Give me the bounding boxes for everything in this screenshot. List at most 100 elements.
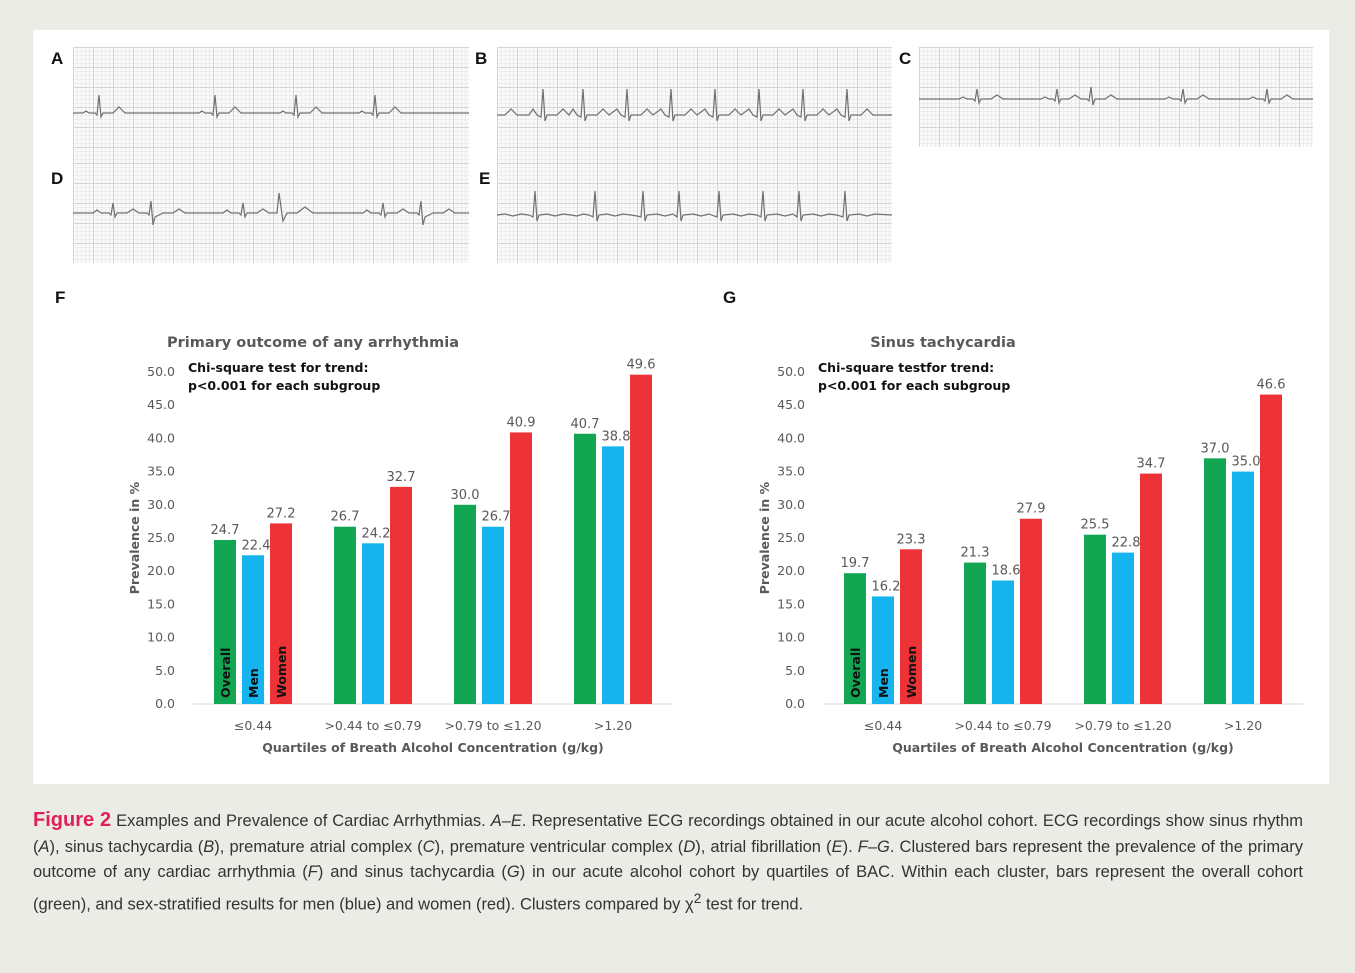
bar-men bbox=[242, 555, 264, 704]
data-label: 46.6 bbox=[1257, 378, 1286, 393]
caption-text: ), atrial fibrillation ( bbox=[695, 837, 832, 856]
bar-women bbox=[1020, 518, 1042, 704]
caption-ref: E bbox=[831, 837, 843, 856]
x-tick-label: ≤0.44 bbox=[234, 718, 272, 733]
ecg-strip-c bbox=[919, 47, 1313, 147]
chart-title: Sinus tachycardia bbox=[870, 335, 1016, 351]
data-label: 40.9 bbox=[507, 415, 536, 430]
caption-figure-label: Figure 2 bbox=[33, 809, 112, 831]
bar-men bbox=[872, 596, 894, 704]
ecg-trace-b bbox=[497, 88, 892, 122]
data-label: 32.7 bbox=[387, 470, 416, 485]
caption-sup: 2 bbox=[693, 890, 702, 906]
y-tick-label: 10.0 bbox=[777, 630, 805, 645]
ecg-trace-c bbox=[919, 86, 1313, 106]
y-tick-label: 20.0 bbox=[777, 563, 805, 578]
x-tick-label: >0.79 to ≤1.20 bbox=[1074, 718, 1171, 733]
ecg-panel-letter-e: E bbox=[479, 169, 491, 188]
bar-women bbox=[270, 523, 292, 704]
caption-ref: G bbox=[506, 863, 520, 881]
bar-women bbox=[390, 486, 412, 704]
bar-overall bbox=[1204, 458, 1226, 704]
data-label: 22.4 bbox=[242, 538, 271, 553]
caption-text: ), premature atrial complex ( bbox=[214, 837, 423, 856]
data-label: 25.5 bbox=[1081, 518, 1110, 533]
y-tick-label: 15.0 bbox=[777, 596, 805, 611]
data-label: 21.3 bbox=[961, 546, 990, 561]
y-tick-label: 10.0 bbox=[147, 630, 175, 645]
ecg-strip-b bbox=[497, 47, 892, 164]
y-tick-label: 45.0 bbox=[147, 397, 175, 412]
ecg-panel-letter-c: C bbox=[899, 49, 912, 68]
bar-women bbox=[900, 549, 922, 704]
ecg-strip-d bbox=[73, 163, 469, 263]
data-label: 22.8 bbox=[1112, 536, 1141, 551]
y-tick-label: 40.0 bbox=[147, 430, 175, 445]
x-tick-label: >1.20 bbox=[594, 718, 632, 733]
y-tick-label: 35.0 bbox=[777, 464, 805, 479]
bar-overall bbox=[334, 526, 356, 704]
y-tick-label: 15.0 bbox=[147, 596, 175, 611]
x-tick-label: >0.44 to ≤0.79 bbox=[324, 718, 421, 733]
bar-women bbox=[510, 432, 532, 704]
y-tick-label: 40.0 bbox=[777, 430, 805, 445]
bar-overall bbox=[1084, 534, 1106, 704]
y-tick-label: 30.0 bbox=[147, 497, 175, 512]
data-label: 18.6 bbox=[992, 563, 1021, 578]
caption-range-fg: F–G bbox=[857, 837, 890, 856]
caption-ref: D bbox=[683, 837, 696, 856]
chart-annotation-line1: Chi-square testfor trend: bbox=[818, 360, 994, 375]
ecg-strip-a bbox=[73, 47, 469, 164]
data-label: 16.2 bbox=[872, 579, 901, 594]
x-tick-label: >1.20 bbox=[1224, 718, 1262, 733]
y-tick-label: 45.0 bbox=[777, 397, 805, 412]
chart-f: Primary outcome of any arrhythmia Chi-squ… bbox=[127, 335, 673, 755]
ecg-strip-e bbox=[497, 163, 892, 263]
caption-text: ) and sinus tachycardia ( bbox=[317, 863, 507, 881]
x-axis-label: Quartiles of Breath Alcohol Concentratio… bbox=[262, 740, 604, 755]
data-label: 30.0 bbox=[451, 488, 480, 503]
y-tick-label: 0.0 bbox=[785, 696, 805, 711]
figure-caption: Figure 2 Examples and Prevalence of Card… bbox=[33, 808, 1303, 918]
ecg-panel-letter-d: D bbox=[51, 169, 64, 188]
y-axis-label: Prevalence in % bbox=[757, 481, 772, 594]
data-label: 38.8 bbox=[602, 429, 631, 444]
bar-men bbox=[1232, 471, 1254, 704]
data-label: 40.7 bbox=[571, 417, 600, 432]
caption-text: . Clustered bars represent the prevalenc… bbox=[33, 837, 1303, 882]
ecg-trace-e bbox=[497, 190, 892, 222]
chart-annotation-line2: p<0.001 for each subgroup bbox=[818, 378, 1010, 393]
bar-overall bbox=[574, 433, 596, 704]
ecg-panel-letter-b: B bbox=[475, 49, 488, 68]
series-label-women: Women bbox=[904, 646, 919, 698]
bar-overall bbox=[844, 573, 866, 704]
data-label: 27.2 bbox=[267, 506, 296, 521]
x-tick-label: ≤0.44 bbox=[864, 718, 902, 733]
bar-men bbox=[992, 580, 1014, 704]
data-label: 26.7 bbox=[331, 510, 360, 525]
caption-chi: χ bbox=[685, 895, 694, 913]
caption-title: Examples and Prevalence of Cardiac Arrhy… bbox=[116, 812, 486, 830]
caption-text: ). bbox=[842, 837, 858, 856]
bar-overall bbox=[214, 539, 236, 704]
data-label: 24.7 bbox=[211, 523, 240, 538]
bar-overall bbox=[964, 562, 986, 704]
ecg-trace-d bbox=[73, 192, 469, 226]
data-label: 37.0 bbox=[1201, 441, 1230, 456]
caption-text: ) in our acute alcohol cohort by quartil… bbox=[33, 863, 1303, 913]
data-label: 23.3 bbox=[897, 532, 926, 547]
data-label: 26.7 bbox=[482, 510, 511, 525]
series-label-women: Women bbox=[274, 646, 289, 698]
bar-men bbox=[362, 543, 384, 704]
data-label: 35.0 bbox=[1232, 455, 1261, 470]
series-label-men: Men bbox=[876, 668, 891, 698]
caption-text: test for trend. bbox=[701, 895, 804, 913]
ecg-trace-a bbox=[73, 94, 469, 120]
y-tick-label: 25.0 bbox=[147, 530, 175, 545]
caption-range-ae: A–E bbox=[490, 812, 522, 830]
figure-panel: A B C D E F Primary outcome of any arrhy… bbox=[33, 30, 1329, 784]
data-label: 34.7 bbox=[1137, 457, 1166, 472]
y-tick-label: 0.0 bbox=[155, 696, 175, 711]
chart-g: Sinus tachycardia Chi-square testfor tren… bbox=[757, 335, 1303, 755]
caption-ref: F bbox=[307, 863, 318, 881]
